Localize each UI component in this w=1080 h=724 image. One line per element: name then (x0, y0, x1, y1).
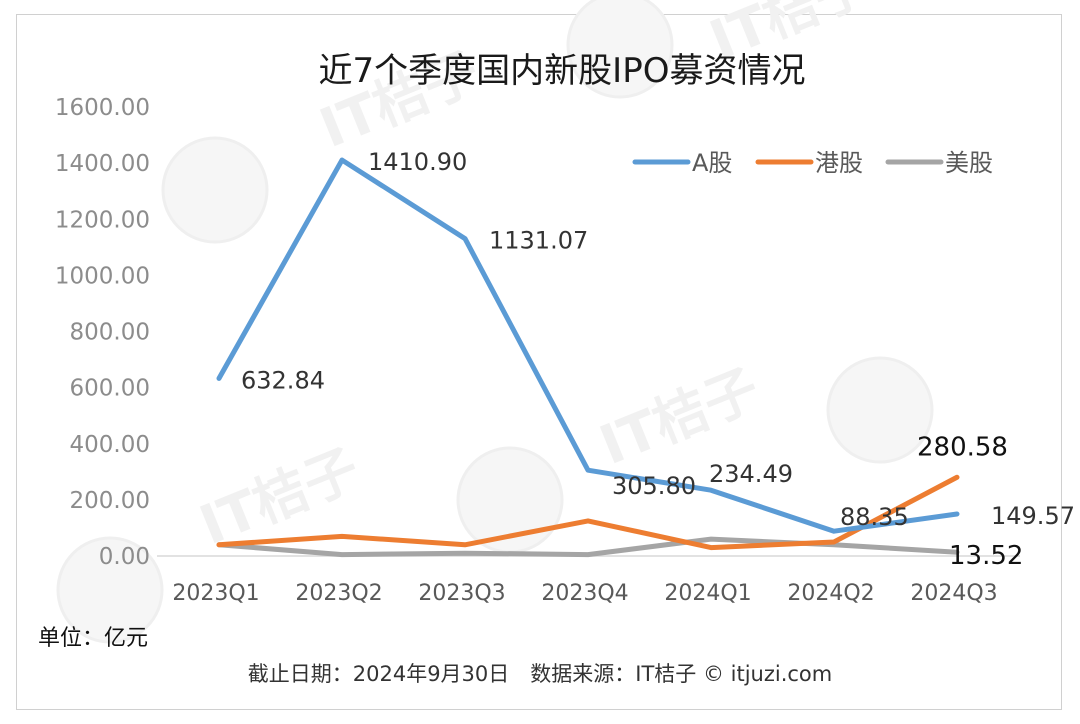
data-label: 234.49 (709, 460, 793, 488)
y-tick-label: 1600.00 (55, 95, 150, 121)
y-tick-label: 1400.00 (55, 151, 150, 177)
data-label: 305.80 (612, 472, 696, 500)
legend: A股 港股 美股 (632, 149, 993, 177)
x-tick-label: 2024Q2 (787, 581, 874, 606)
data-label: 149.57 (991, 502, 1075, 530)
x-tick-label: 2023Q1 (172, 581, 259, 606)
y-tick-label: 600.00 (70, 376, 150, 402)
x-tick-label: 2023Q4 (541, 581, 628, 606)
data-label: 280.58 (917, 432, 1008, 462)
legend-label-a: A股 (692, 149, 732, 177)
y-tick-label: 800.00 (70, 320, 150, 346)
x-tick-label: 2024Q3 (910, 581, 997, 606)
data-label: 13.52 (949, 541, 1023, 571)
y-axis-ticks: 0.00 200.00 400.00 600.00 800.00 1000.00 1200.… (55, 95, 150, 570)
watermark-logo (566, 0, 674, 99)
data-label: 1131.07 (489, 227, 588, 255)
x-tick-label: 2023Q3 (418, 581, 505, 606)
data-labels: 632.84 1410.90 1131.07 305.80 234.49 88.35 149… (241, 148, 1075, 571)
series-line-hk-share (216, 474, 960, 551)
watermark-logo (826, 356, 934, 464)
watermark-text: IT桔子 (591, 357, 768, 477)
y-tick-label: 1000.00 (55, 263, 150, 289)
data-label: 1410.90 (368, 148, 467, 176)
chart-title: 近7个季度国内新股IPO募资情况 (319, 51, 806, 91)
data-label: 632.84 (241, 366, 325, 394)
data-label: 88.35 (840, 503, 909, 531)
x-tick-label: 2023Q2 (295, 581, 382, 606)
footer-source: 截止日期：2024年9月30日 数据来源：IT桔子 © itjuzi.com (248, 662, 833, 686)
svg-text:IT桔子: IT桔子 (591, 357, 768, 477)
watermark-logo (56, 536, 164, 644)
y-tick-label: 200.00 (70, 488, 150, 514)
y-tick-label: 400.00 (70, 432, 150, 458)
legend-label-us: 美股 (945, 149, 993, 177)
y-tick-label: 0.00 (99, 544, 150, 570)
series-line-us-share (216, 536, 960, 558)
legend-label-hk: 港股 (815, 149, 863, 177)
x-axis-ticks: 2023Q1 2023Q2 2023Q3 2023Q4 2024Q1 2024Q2 2024… (172, 581, 997, 606)
x-tick-label: 2024Q1 (664, 581, 751, 606)
y-tick-label: 1200.00 (55, 207, 150, 233)
unit-note: 单位：亿元 (38, 626, 148, 651)
series-lines (216, 157, 960, 558)
watermark-logo (161, 136, 269, 244)
series-line-a-share (216, 157, 960, 534)
